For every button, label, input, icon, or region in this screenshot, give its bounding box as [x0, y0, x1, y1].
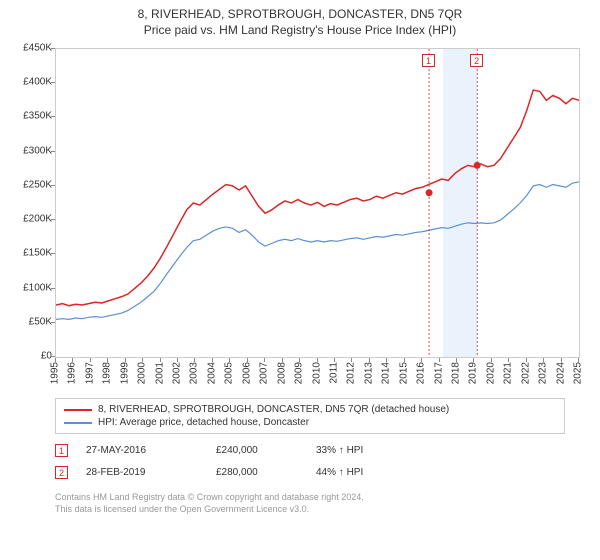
y-tick-label: £300K	[2, 145, 52, 156]
legend-label-property: 8, RIVERHEAD, SPROTBROUGH, DONCASTER, DN…	[98, 404, 449, 415]
x-tick-label: 1995	[50, 362, 61, 384]
transaction-row-2: 2 28-FEB-2019 £280,000 44% ↑ HPI	[55, 466, 363, 479]
x-tick-label: 2007	[259, 362, 270, 384]
y-tick-label: £250K	[2, 179, 52, 190]
title-line2: Price paid vs. HM Land Registry's House …	[0, 22, 600, 38]
x-tick-label: 2002	[172, 362, 183, 384]
y-tick-mark	[51, 48, 55, 49]
y-tick-label: £350K	[2, 111, 52, 122]
y-tick-label: £200K	[2, 214, 52, 225]
y-tick-label: £50K	[2, 316, 52, 327]
x-tick-label: 2023	[538, 362, 549, 384]
x-tick-label: 2021	[503, 362, 514, 384]
transaction-pct-1: 33% ↑ HPI	[316, 445, 363, 456]
y-tick-label: £150K	[2, 248, 52, 259]
y-tick-mark	[51, 151, 55, 152]
x-tick-label: 2006	[241, 362, 252, 384]
y-tick-label: £400K	[2, 77, 52, 88]
transaction-marker-2: 2	[55, 466, 68, 479]
transaction-marker-box-1: 1	[422, 54, 435, 67]
legend-swatch-hpi	[64, 422, 92, 424]
title-line1: 8, RIVERHEAD, SPROTBROUGH, DONCASTER, DN…	[0, 6, 600, 22]
x-tick-label: 2014	[381, 362, 392, 384]
transaction-marker-box-2: 2	[470, 54, 483, 67]
legend-item-hpi: HPI: Average price, detached house, Donc…	[64, 416, 556, 429]
x-tick-label: 2016	[416, 362, 427, 384]
x-tick-label: 1999	[119, 362, 130, 384]
y-tick-mark	[51, 322, 55, 323]
x-tick-label: 2019	[468, 362, 479, 384]
x-tick-label: 2020	[485, 362, 496, 384]
y-tick-mark	[51, 116, 55, 117]
y-tick-mark	[51, 356, 55, 357]
y-tick-mark	[51, 288, 55, 289]
transaction-date-1: 27-MAY-2016	[86, 445, 216, 456]
x-tick-label: 2024	[555, 362, 566, 384]
y-tick-label: £100K	[2, 282, 52, 293]
transaction-dot-2	[474, 162, 481, 169]
footnote-line2: This data is licensed under the Open Gov…	[55, 504, 309, 514]
y-tick-mark	[51, 219, 55, 220]
y-tick-label: £450K	[2, 43, 52, 54]
series-line-property	[56, 90, 579, 306]
footnote-line1: Contains HM Land Registry data © Crown c…	[55, 492, 364, 502]
x-tick-label: 2018	[450, 362, 461, 384]
x-tick-label: 2003	[189, 362, 200, 384]
y-tick-mark	[51, 82, 55, 83]
x-tick-label: 1997	[84, 362, 95, 384]
transaction-price-1: £240,000	[216, 445, 316, 456]
x-tick-label: 2010	[311, 362, 322, 384]
transaction-row-1: 1 27-MAY-2016 £240,000 33% ↑ HPI	[55, 444, 363, 457]
x-tick-label: 2015	[398, 362, 409, 384]
x-tick-label: 2011	[328, 362, 339, 384]
x-tick-label: 2022	[520, 362, 531, 384]
y-tick-mark	[51, 185, 55, 186]
x-tick-label: 1996	[67, 362, 78, 384]
chart-svg	[56, 49, 579, 357]
x-tick-label: 2000	[137, 362, 148, 384]
x-tick-label: 1998	[102, 362, 113, 384]
transaction-dot-1	[426, 189, 433, 196]
chart-page: { "title_line1": "8, RIVERHEAD, SPROTBRO…	[0, 0, 600, 560]
x-tick-label: 2009	[294, 362, 305, 384]
chart-title: 8, RIVERHEAD, SPROTBROUGH, DONCASTER, DN…	[0, 0, 600, 38]
x-tick-label: 2025	[573, 362, 584, 384]
x-tick-label: 2013	[363, 362, 374, 384]
x-tick-label: 2012	[346, 362, 357, 384]
highlight-band	[443, 49, 478, 357]
transaction-marker-1: 1	[55, 444, 68, 457]
legend-item-property: 8, RIVERHEAD, SPROTBROUGH, DONCASTER, DN…	[64, 403, 556, 416]
transaction-price-2: £280,000	[216, 467, 316, 478]
y-tick-label: £0	[2, 351, 52, 362]
x-tick-label: 2001	[154, 362, 165, 384]
y-tick-mark	[51, 253, 55, 254]
legend-box: 8, RIVERHEAD, SPROTBROUGH, DONCASTER, DN…	[55, 398, 565, 434]
transaction-pct-2: 44% ↑ HPI	[316, 467, 363, 478]
x-tick-label: 2008	[276, 362, 287, 384]
transaction-date-2: 28-FEB-2019	[86, 467, 216, 478]
chart-plot-area	[55, 48, 580, 358]
x-tick-label: 2004	[206, 362, 217, 384]
x-tick-label: 2017	[433, 362, 444, 384]
x-tick-label: 2005	[224, 362, 235, 384]
legend-swatch-property	[64, 409, 92, 411]
legend-label-hpi: HPI: Average price, detached house, Donc…	[98, 417, 309, 428]
